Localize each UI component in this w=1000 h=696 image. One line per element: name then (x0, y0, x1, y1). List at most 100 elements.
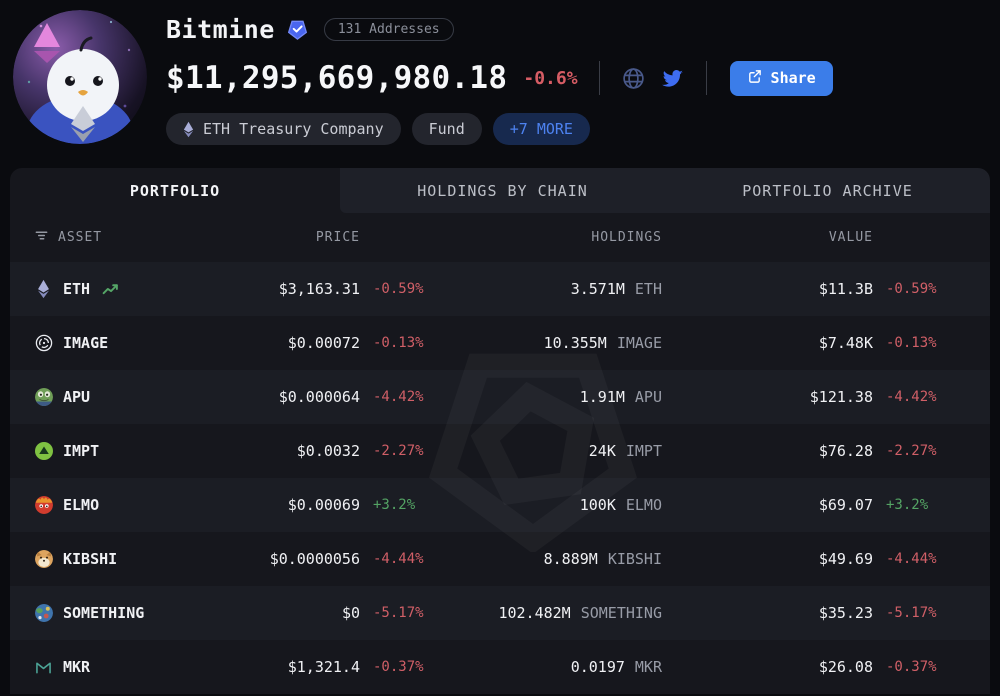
value-row: $11,295,669,980.18 -0.6% (166, 58, 833, 98)
elmo-coin-icon (34, 496, 53, 515)
asset-price: $0 (341, 604, 360, 622)
total-value: $11,295,669,980.18 (166, 60, 508, 96)
tag-fund[interactable]: Fund (411, 113, 482, 145)
addresses-count-badge[interactable]: 131 Addresses (323, 17, 454, 41)
asset-value: $69.07 (818, 496, 873, 514)
tab-holdings-by-chain[interactable]: HOLDINGS BY CHAIN (417, 181, 588, 200)
value-change: +3.2% (886, 497, 929, 513)
value-change: -4.44% (886, 551, 937, 567)
asset-value: $49.69 (818, 550, 873, 568)
price-change: +3.2% (373, 497, 416, 513)
share-icon (747, 69, 762, 88)
asset-holdings: 24K IMPT (588, 442, 662, 460)
price-change: -0.37% (373, 659, 424, 675)
asset-holdings: 3.571M ETH (570, 280, 662, 298)
inactive-tabs-strip: HOLDINGS BY CHAIN PORTFOLIO ARCHIVE (340, 168, 990, 213)
asset-holdings: 102.482M SOMETHING (498, 604, 662, 622)
apu-coin-icon (34, 388, 53, 407)
column-header-price: PRICE (315, 230, 360, 245)
table-row[interactable]: IMPT $0.0032 -2.27% 24K IMPT $76.28 -2.27… (10, 424, 990, 478)
value-change: -2.27% (886, 443, 937, 459)
page-title: Bitmine (166, 14, 275, 44)
image-coin-icon (34, 334, 53, 353)
avatar (13, 10, 147, 144)
column-header-holdings: HOLDINGS (591, 230, 662, 245)
tag-eth-treasury-company[interactable]: ETH Treasury Company (166, 113, 401, 145)
price-change: -5.17% (373, 605, 424, 621)
price-change: -4.44% (373, 551, 424, 567)
value-change: -4.42% (886, 389, 937, 405)
profile-header: Bitmine 131 Addresses $11,295,669,980.18… (0, 0, 1000, 168)
asset-name: IMPT (63, 442, 100, 460)
value-change: -5.17% (886, 605, 937, 621)
tab-portfolio[interactable]: PORTFOLIO (129, 181, 221, 200)
table-header: ASSET PRICE HOLDINGS VALUE (10, 213, 990, 262)
share-button-label: Share (770, 69, 816, 87)
table-row[interactable]: ETH $3,163.31 -0.59% 3.571M ETH $11.3B -0… (10, 262, 990, 316)
divider (705, 61, 707, 95)
asset-holdings: 100K ELMO (579, 496, 662, 514)
column-header-value: VALUE (828, 230, 873, 245)
eth-icon (183, 121, 194, 137)
price-change: -4.42% (373, 389, 424, 405)
something-coin-icon (34, 604, 53, 623)
filter-icon[interactable] (34, 228, 49, 247)
tab-bar: PORTFOLIO HOLDINGS BY CHAIN PORTFOLIO AR… (10, 168, 990, 213)
asset-value: $76.28 (818, 442, 873, 460)
penguin-avatar-image (13, 10, 147, 144)
table-row[interactable]: MKR $1,321.4 -0.37% 0.0197 MKR $26.08 -0.… (10, 640, 990, 694)
globe-icon[interactable] (621, 66, 646, 91)
asset-price: $3,163.31 (278, 280, 360, 298)
asset-holdings: 10.355M IMAGE (543, 334, 662, 352)
trend-up-icon (102, 283, 119, 296)
asset-price: $1,321.4 (287, 658, 360, 676)
asset-value: $11.3B (818, 280, 873, 298)
tag-label: ETH Treasury Company (203, 120, 384, 138)
asset-value: $26.08 (818, 658, 873, 676)
asset-price: $0.000064 (278, 388, 360, 406)
impt-coin-icon (34, 442, 53, 461)
title-row: Bitmine 131 Addresses (166, 12, 833, 46)
mkr-coin-icon (34, 658, 53, 677)
kibshi-coin-icon (34, 550, 53, 569)
divider (598, 61, 600, 95)
asset-name: ELMO (63, 496, 100, 514)
value-change: -0.13% (886, 335, 937, 351)
value-change: -0.59% (886, 281, 937, 297)
price-change: -0.13% (373, 335, 424, 351)
portfolio-panel: PORTFOLIO HOLDINGS BY CHAIN PORTFOLIO AR… (10, 168, 990, 694)
price-change: -2.27% (373, 443, 424, 459)
asset-price: $0.00072 (287, 334, 360, 352)
twitter-icon[interactable] (660, 66, 685, 91)
verified-badge-icon (286, 18, 309, 41)
asset-price: $0.00069 (287, 496, 360, 514)
price-change: -0.59% (373, 281, 424, 297)
tags-row: ETH Treasury Company Fund +7 MORE (166, 113, 833, 145)
table-row[interactable]: ELMO $0.00069 +3.2% 100K ELMO $69.07 +3.2… (10, 478, 990, 532)
asset-holdings: 0.0197 MKR (570, 658, 662, 676)
table-row[interactable]: APU $0.000064 -4.42% 1.91M APU $121.38 -4… (10, 370, 990, 424)
asset-value: $7.48K (818, 334, 873, 352)
asset-name: IMAGE (63, 334, 109, 352)
asset-name: SOMETHING (63, 604, 145, 622)
asset-holdings: 8.889M KIBSHI (543, 550, 662, 568)
eth-icon (34, 279, 53, 299)
share-button[interactable]: Share (729, 60, 833, 96)
asset-name: KIBSHI (63, 550, 118, 568)
column-header-asset: ASSET (58, 230, 103, 245)
asset-holdings: 1.91M APU (579, 388, 662, 406)
table-row[interactable]: KIBSHI $0.0000056 -4.44% 8.889M KIBSHI $4… (10, 532, 990, 586)
table-row[interactable]: SOMETHING $0 -5.17% 102.482M SOMETHING $3… (10, 586, 990, 640)
asset-value: $35.23 (818, 604, 873, 622)
asset-price: $0.0032 (296, 442, 360, 460)
asset-price: $0.0000056 (269, 550, 360, 568)
value-change: -0.37% (886, 659, 937, 675)
tag-more-button[interactable]: +7 MORE (492, 113, 590, 145)
tab-portfolio-archive[interactable]: PORTFOLIO ARCHIVE (742, 181, 913, 200)
asset-value: $121.38 (809, 388, 873, 406)
asset-name: ETH (63, 280, 91, 298)
asset-name: APU (63, 388, 91, 406)
table-row[interactable]: IMAGE $0.00072 -0.13% 10.355M IMAGE $7.48… (10, 316, 990, 370)
asset-name: MKR (63, 658, 91, 676)
total-change: -0.6% (523, 67, 578, 89)
